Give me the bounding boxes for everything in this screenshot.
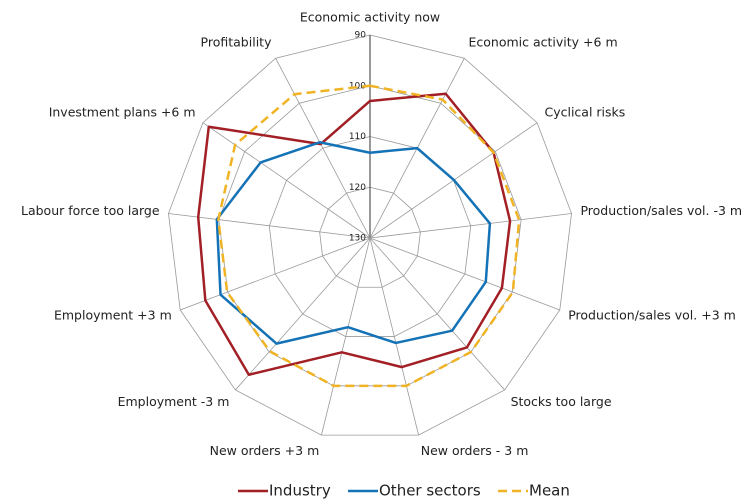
legend-item: Industry	[238, 482, 331, 500]
series-line	[217, 84, 521, 388]
category-label: Stocks too large	[511, 394, 612, 409]
r-tick-label: 90	[355, 31, 367, 41]
r-tick-label: 120	[349, 183, 366, 193]
spoke	[275, 58, 371, 239]
spoke	[321, 237, 371, 436]
category-label: Economic activity +6 m	[469, 35, 618, 50]
category-label: Production/sales vol. -3 m	[580, 203, 742, 218]
category-label: Profitability	[201, 35, 273, 50]
grid-ring	[218, 85, 522, 387]
legend-item: Other sectors	[348, 482, 481, 500]
spoke	[168, 213, 371, 239]
grid-ring	[268, 136, 472, 337]
r-tick-label: 110	[349, 132, 366, 142]
category-label: New orders +3 m	[210, 443, 320, 458]
spoke	[235, 237, 371, 391]
legend-label: Mean	[529, 482, 570, 500]
r-tick-label: 130	[349, 234, 366, 244]
spoke	[202, 122, 371, 239]
spoke	[369, 237, 560, 311]
category-label: Labour force too large	[21, 203, 160, 218]
category-label: Production/sales vol. +3 m	[568, 308, 736, 323]
category-label: Investment plans +6 m	[49, 105, 196, 120]
legend-label: Industry	[269, 482, 331, 500]
grid-ring	[168, 34, 572, 436]
category-label: New orders - 3 m	[421, 443, 529, 458]
legend-label: Other sectors	[379, 482, 481, 500]
r-tick-label: 100	[349, 81, 366, 91]
category-label: Employment -3 m	[118, 394, 230, 409]
category-label: Economic activity now	[300, 10, 440, 25]
spoke	[180, 237, 371, 311]
spoke	[369, 237, 419, 436]
category-label: Cyclical risks	[544, 105, 625, 120]
grid-ring	[319, 186, 421, 288]
series-line	[215, 141, 492, 345]
category-label: Employment +3 m	[54, 308, 172, 323]
series-line	[196, 92, 512, 377]
spoke	[369, 213, 572, 239]
spoke	[369, 237, 505, 391]
legend-item: Mean	[498, 482, 570, 500]
